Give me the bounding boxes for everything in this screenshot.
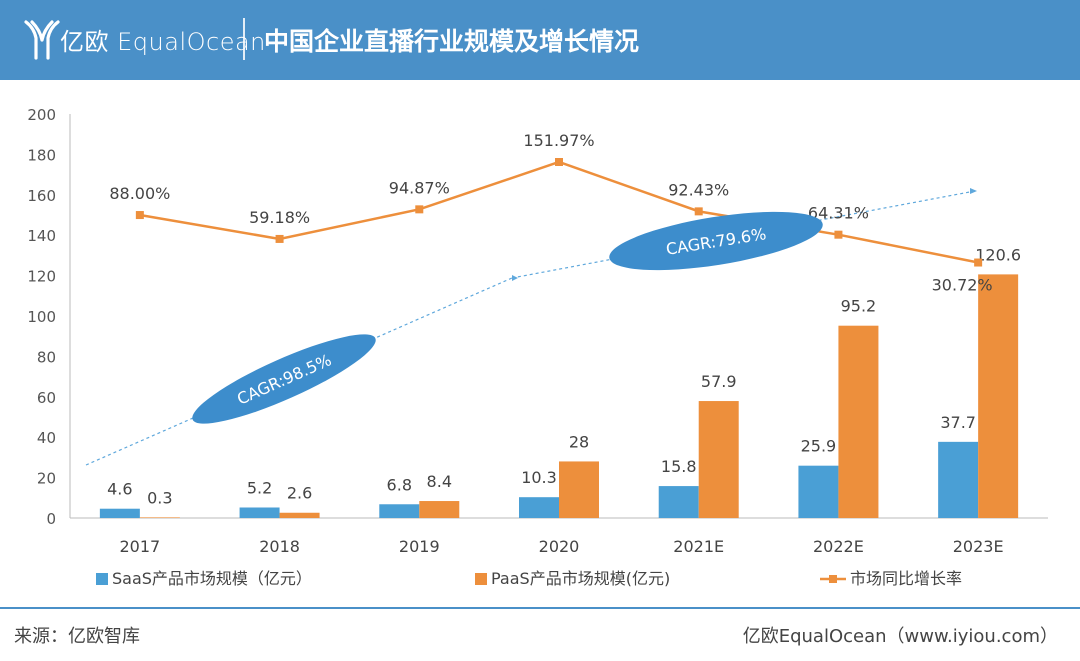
saas-bar	[379, 504, 420, 518]
legend-swatch-saas	[96, 573, 108, 585]
growth-rate-marker	[415, 205, 424, 214]
legend-swatch-paas	[475, 573, 487, 585]
growth-rate-label: 30.72%	[932, 276, 993, 295]
saas-bar	[519, 497, 559, 518]
y-tick-label: 80	[37, 348, 56, 366]
paas-bar	[279, 512, 320, 518]
header-bar: 亿欧 EqualOcean 中国企业直播行业规模及增长情况	[0, 0, 1080, 80]
growth-rate-label: 88.00%	[109, 184, 170, 203]
paas-data-label: 95.2	[841, 297, 877, 316]
credit-note: 亿欧EqualOcean（www.iyiou.com）	[742, 626, 1058, 647]
y-tick-label: 200	[27, 106, 56, 124]
paas-data-label: 28	[569, 432, 589, 451]
growth-rate-marker	[834, 230, 843, 239]
source-note: 来源：亿欧智库	[14, 626, 140, 647]
x-tick-label: 2019	[399, 537, 440, 556]
saas-data-label: 15.8	[661, 457, 697, 476]
y-tick-label: 60	[37, 389, 56, 407]
growth-rate-label: 59.18%	[249, 208, 310, 227]
y-tick-label: 180	[27, 146, 56, 164]
y-tick-label: 40	[37, 429, 56, 447]
paas-data-label: 120.6	[975, 245, 1021, 264]
y-tick-label: 100	[27, 308, 56, 326]
saas-bar	[938, 441, 979, 518]
growth-rate-marker	[135, 211, 144, 220]
paas-bar	[559, 461, 599, 518]
y-tick-label: 140	[27, 227, 56, 245]
x-tick-label: 2022E	[813, 537, 864, 556]
saas-data-label: 6.8	[387, 475, 412, 494]
x-tick-label: 2021E	[673, 537, 724, 556]
saas-bar	[99, 508, 140, 518]
growth-rate-marker	[974, 258, 983, 267]
cagr-arrowhead-1	[512, 275, 518, 281]
x-tick-label: 2018	[259, 537, 300, 556]
paas-data-label: 57.9	[701, 372, 737, 391]
saas-bar	[798, 465, 839, 518]
equalocean-logo-icon	[24, 20, 60, 60]
paas-bar	[978, 274, 1019, 518]
header-divider	[243, 18, 245, 60]
y-tick-label: 0	[46, 510, 56, 528]
cagr-arrowhead-2	[970, 188, 977, 194]
x-tick-label: 2017	[119, 537, 160, 556]
paas-bar	[419, 501, 460, 518]
paas-bar	[698, 401, 739, 518]
growth-rate-label: 94.87%	[389, 178, 450, 197]
saas-data-label: 10.3	[521, 468, 557, 487]
saas-bar	[239, 507, 280, 518]
paas-data-label: 0.3	[147, 488, 172, 507]
legend-marker-growth	[829, 575, 837, 583]
cagr-ellipse	[609, 211, 823, 271]
brand-name: 亿欧 EqualOcean	[60, 28, 266, 56]
paas-bar	[838, 325, 879, 518]
growth-rate-marker	[275, 234, 284, 243]
paas-bar	[139, 517, 180, 518]
saas-data-label: 5.2	[247, 478, 272, 497]
x-tick-label: 2023E	[953, 537, 1004, 556]
saas-data-label: 37.7	[940, 413, 976, 432]
growth-rate-label: 64.31%	[808, 204, 869, 223]
paas-data-label: 8.4	[427, 472, 452, 491]
saas-data-label: 4.6	[107, 480, 132, 499]
cagr-ellipse	[192, 334, 376, 424]
page-title: 中国企业直播行业规模及增长情况	[264, 27, 640, 56]
growth-rate-label: 151.97%	[523, 131, 594, 150]
legend-label-saas: SaaS产品市场规模（亿元）	[112, 569, 312, 588]
growth-rate-marker	[694, 207, 703, 216]
x-tick-label: 2020	[539, 537, 580, 556]
saas-bar	[658, 486, 699, 518]
legend-label-paas: PaaS产品市场规模(亿元)	[491, 569, 670, 588]
saas-data-label: 25.9	[801, 437, 837, 456]
growth-rate-marker	[555, 158, 563, 166]
y-tick-label: 120	[27, 268, 56, 286]
paas-data-label: 2.6	[287, 484, 312, 503]
market-size-chart: 0 20 40 60 80 100 120 140 160 180 200 2017 2018 2019 2…	[27, 106, 1048, 588]
footer-divider	[0, 607, 1080, 609]
growth-rate-label: 92.43%	[668, 180, 729, 199]
y-tick-label: 160	[27, 187, 56, 205]
y-tick-label: 20	[37, 470, 56, 488]
legend-label-growth: 市场同比增长率	[850, 569, 962, 588]
